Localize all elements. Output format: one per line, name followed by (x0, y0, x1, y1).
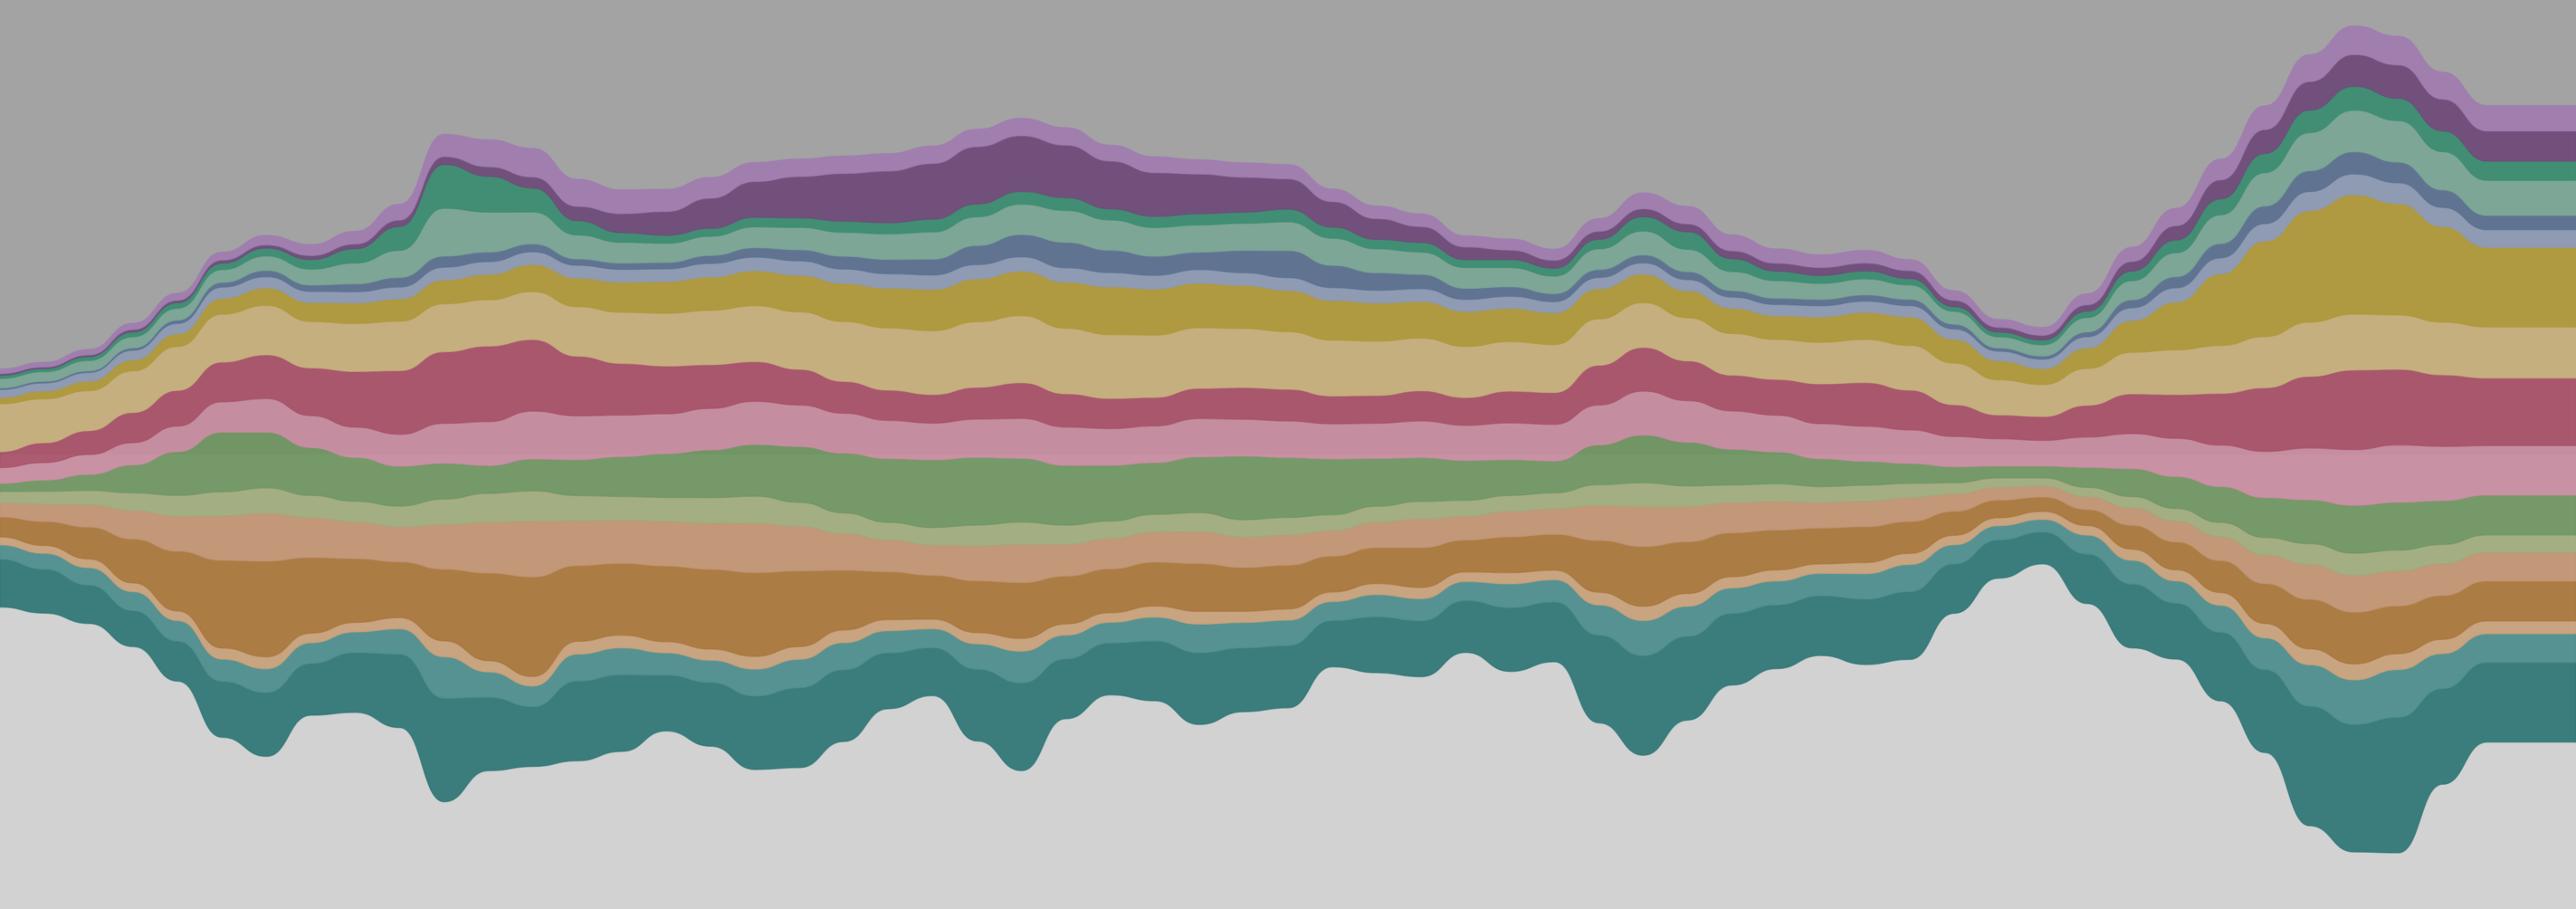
streamgraph (0, 24, 2576, 854)
chart-area (0, 0, 2576, 854)
